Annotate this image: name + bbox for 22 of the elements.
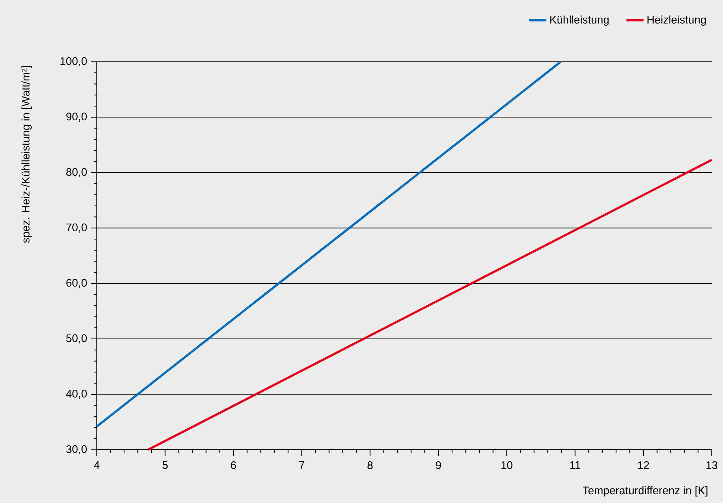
x-tick-label: 6: [231, 462, 236, 470]
y-tick-label: 80,0: [66, 168, 88, 178]
legend-label: Heizleistung: [648, 16, 706, 26]
x-tick-label: 9: [436, 462, 442, 470]
x-tick-label: 8: [368, 462, 373, 470]
x-tick-label: 7: [300, 462, 305, 470]
y-tick-label: 60,0: [66, 279, 88, 288]
y-tick-label: 70,0: [66, 224, 88, 233]
x-axis-title: Temperaturdifferenz in [K]: [582, 486, 708, 497]
y-tick-label: 100,0: [60, 57, 88, 67]
legend-label: Kühlleistung: [550, 16, 609, 26]
x-tick-label: 10: [502, 462, 513, 470]
y-tick-label: 90,0: [66, 112, 88, 122]
x-tick-label: 11: [570, 462, 580, 470]
x-tick-label: 12: [638, 462, 650, 470]
y-tick-label: 50,0: [66, 334, 88, 344]
x-tick-label: 4: [94, 462, 100, 470]
y-tick-label: 30,0: [66, 445, 88, 455]
y-tick-label: 40,0: [66, 390, 88, 400]
y-axis-title: spez. Heiz-/Kühlleistung in [Watt/m²]: [22, 66, 32, 244]
x-tick-label: 13: [706, 462, 718, 470]
x-tick-label: 5: [162, 462, 168, 470]
